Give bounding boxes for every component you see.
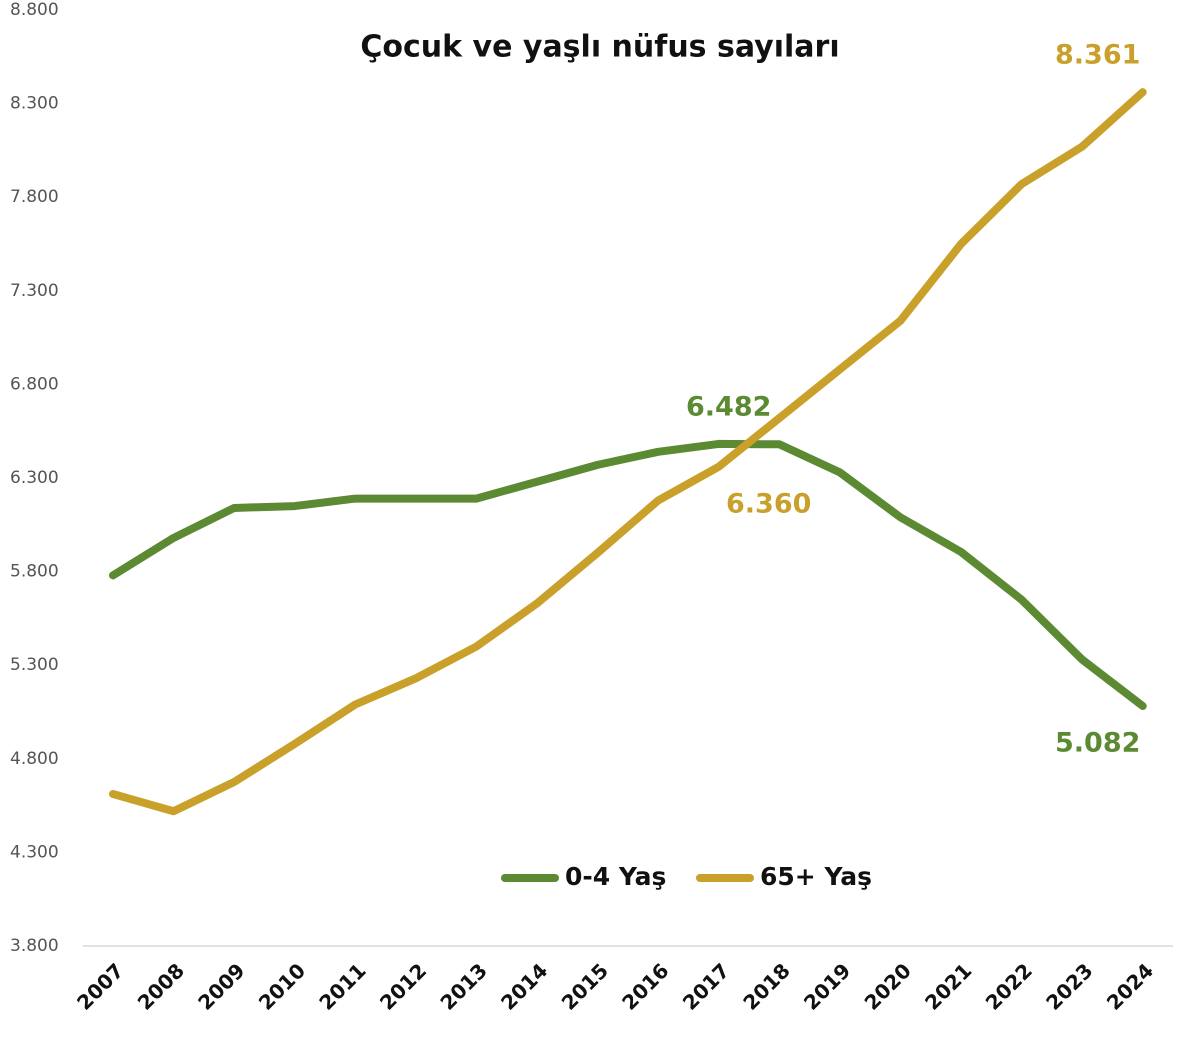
x-tick-label: 2011 (314, 958, 370, 1014)
x-tick-label: 2008 (133, 958, 189, 1014)
y-tick-label: 4.300 (10, 842, 59, 862)
series-line (108, 88, 1147, 816)
x-tick-label: 2015 (557, 958, 613, 1014)
data-label: 6.360 (726, 488, 811, 519)
y-tick-label: 8.300 (10, 94, 59, 114)
data-label: 6.482 (686, 391, 771, 422)
y-tick-label: 5.300 (10, 655, 59, 675)
x-tick-label: 2020 (860, 958, 916, 1014)
x-tick-label: 2016 (617, 958, 673, 1014)
x-tick-label: 2012 (375, 958, 431, 1014)
x-tick-label: 2023 (1041, 958, 1097, 1014)
x-tick-label: 2010 (254, 958, 310, 1014)
y-tick-label: 7.800 (10, 187, 59, 207)
y-tick-label: 6.300 (10, 468, 59, 488)
legend-label: 0-4 Yaş (565, 862, 666, 891)
x-tick-label: 2013 (436, 958, 492, 1014)
series-line (108, 439, 1147, 711)
y-tick-label: 4.800 (10, 749, 59, 769)
x-tick-label: 2017 (678, 958, 734, 1014)
x-tick-label: 2021 (920, 958, 976, 1014)
y-tick-label: 3.800 (10, 936, 59, 956)
legend-label: 65+ Yaş (760, 862, 872, 891)
y-tick-label: 8.800 (10, 0, 59, 20)
chart-title: Çocuk ve yaşlı nüfus sayıları (360, 30, 839, 65)
y-tick-label: 5.800 (10, 562, 59, 582)
y-tick-label: 6.800 (10, 374, 59, 394)
data-label: 8.361 (1055, 40, 1140, 71)
x-tick-label: 2014 (496, 958, 552, 1014)
x-tick-label: 2022 (981, 958, 1037, 1014)
data-label: 5.082 (1055, 728, 1140, 759)
x-tick-label: 2018 (738, 958, 794, 1014)
x-tick-label: 2019 (799, 958, 855, 1014)
y-tick-label: 7.300 (10, 281, 59, 301)
x-tick-label: 2024 (1102, 958, 1158, 1014)
x-tick-label: 2007 (72, 958, 128, 1014)
x-tick-label: 2009 (193, 958, 249, 1014)
